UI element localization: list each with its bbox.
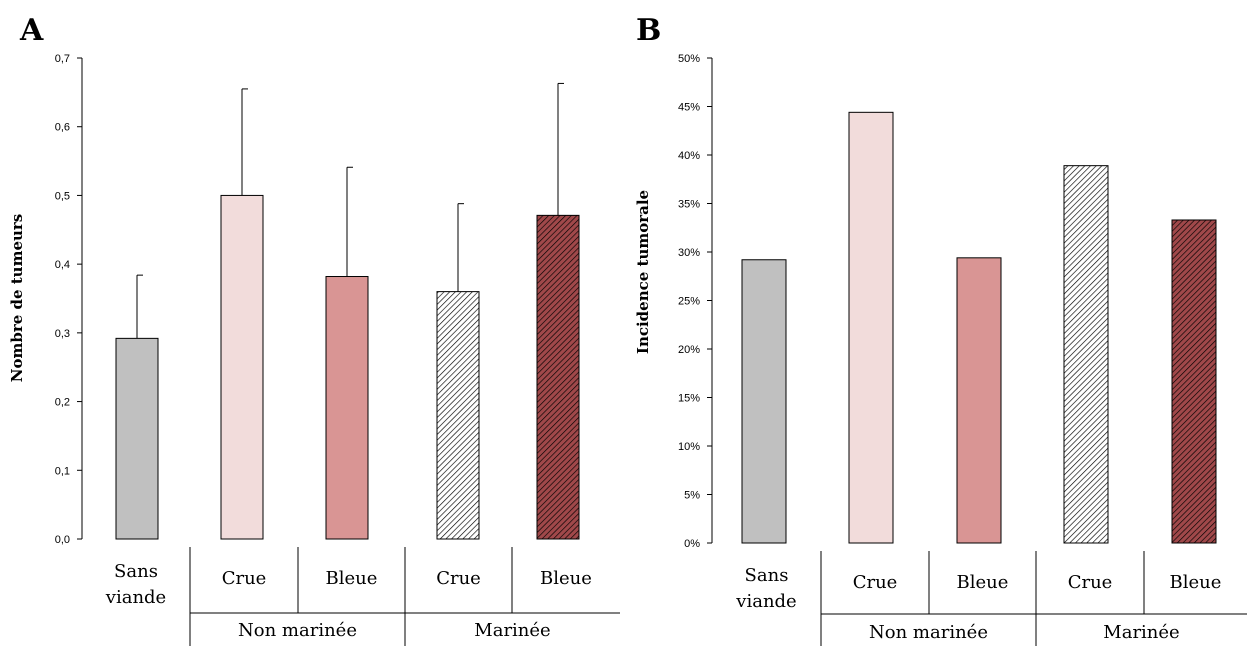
category-label: Crue [853, 572, 898, 593]
y-tick-label: 15% [678, 393, 700, 405]
bar [536, 214, 580, 540]
panel-label: A [19, 13, 44, 48]
y-tick-label: 0,0 [55, 534, 70, 546]
y-tick-label: 45% [678, 102, 700, 114]
category-label: Crue [1068, 572, 1113, 593]
category-label: Bleue [1170, 572, 1222, 593]
y-tick-label: 40% [678, 150, 700, 162]
bar [325, 276, 369, 540]
y-tick-label: 0,2 [55, 397, 70, 409]
category-label: Crue [222, 568, 267, 589]
category-label: viande [735, 591, 796, 612]
bar [436, 291, 480, 540]
category-label: Crue [436, 568, 481, 589]
bar [115, 337, 159, 540]
y-tick-label: 0,4 [55, 259, 70, 271]
category-label: Bleue [957, 572, 1009, 593]
y-tick-label: 0,6 [55, 122, 70, 134]
bar [956, 257, 1002, 544]
y-tick-label: 0,1 [55, 465, 70, 477]
group-label: Marinée [474, 620, 550, 641]
y-tick-label: 50% [678, 53, 700, 65]
y-axis-label: Incidence tumorale [634, 190, 652, 354]
category-label: Sans [745, 565, 789, 586]
y-tick-label: 25% [678, 296, 700, 308]
y-tick-label: 0% [684, 538, 700, 550]
chart-panel-b: B Incidence tumorale 0% 5% 10% 15% 20% 25% 30% 35… [634, 13, 1247, 646]
y-tick-label: 0,7 [55, 53, 70, 65]
y-tick-label: 0,3 [55, 328, 70, 340]
y-tick-label: 10% [678, 441, 700, 453]
group-label: Non marinée [238, 620, 357, 641]
group-label: Non marinée [869, 622, 988, 643]
y-tick-label: 5% [684, 490, 700, 502]
y-tick-label: 35% [678, 199, 700, 211]
bar [1063, 165, 1109, 544]
category-label: Bleue [326, 568, 378, 589]
category-label: viande [105, 587, 166, 608]
y-tick-label: 20% [678, 344, 700, 356]
group-label: Marinée [1103, 622, 1179, 643]
panel-label: B [636, 13, 661, 48]
y-tick-label: 30% [678, 247, 700, 259]
bar [741, 259, 787, 544]
y-tick-label: 0,5 [55, 190, 70, 202]
chart-panel-a: A Nombre de tumeurs 0,0 0,1 0,2 0,3 0,4 0,5 0,6 0… [8, 13, 620, 646]
bar [848, 111, 894, 544]
category-label: Bleue [540, 568, 592, 589]
y-axis-label: Nombre de tumeurs [8, 214, 26, 383]
bar [220, 194, 264, 540]
category-label: Sans [114, 561, 158, 582]
bar [1171, 219, 1217, 544]
